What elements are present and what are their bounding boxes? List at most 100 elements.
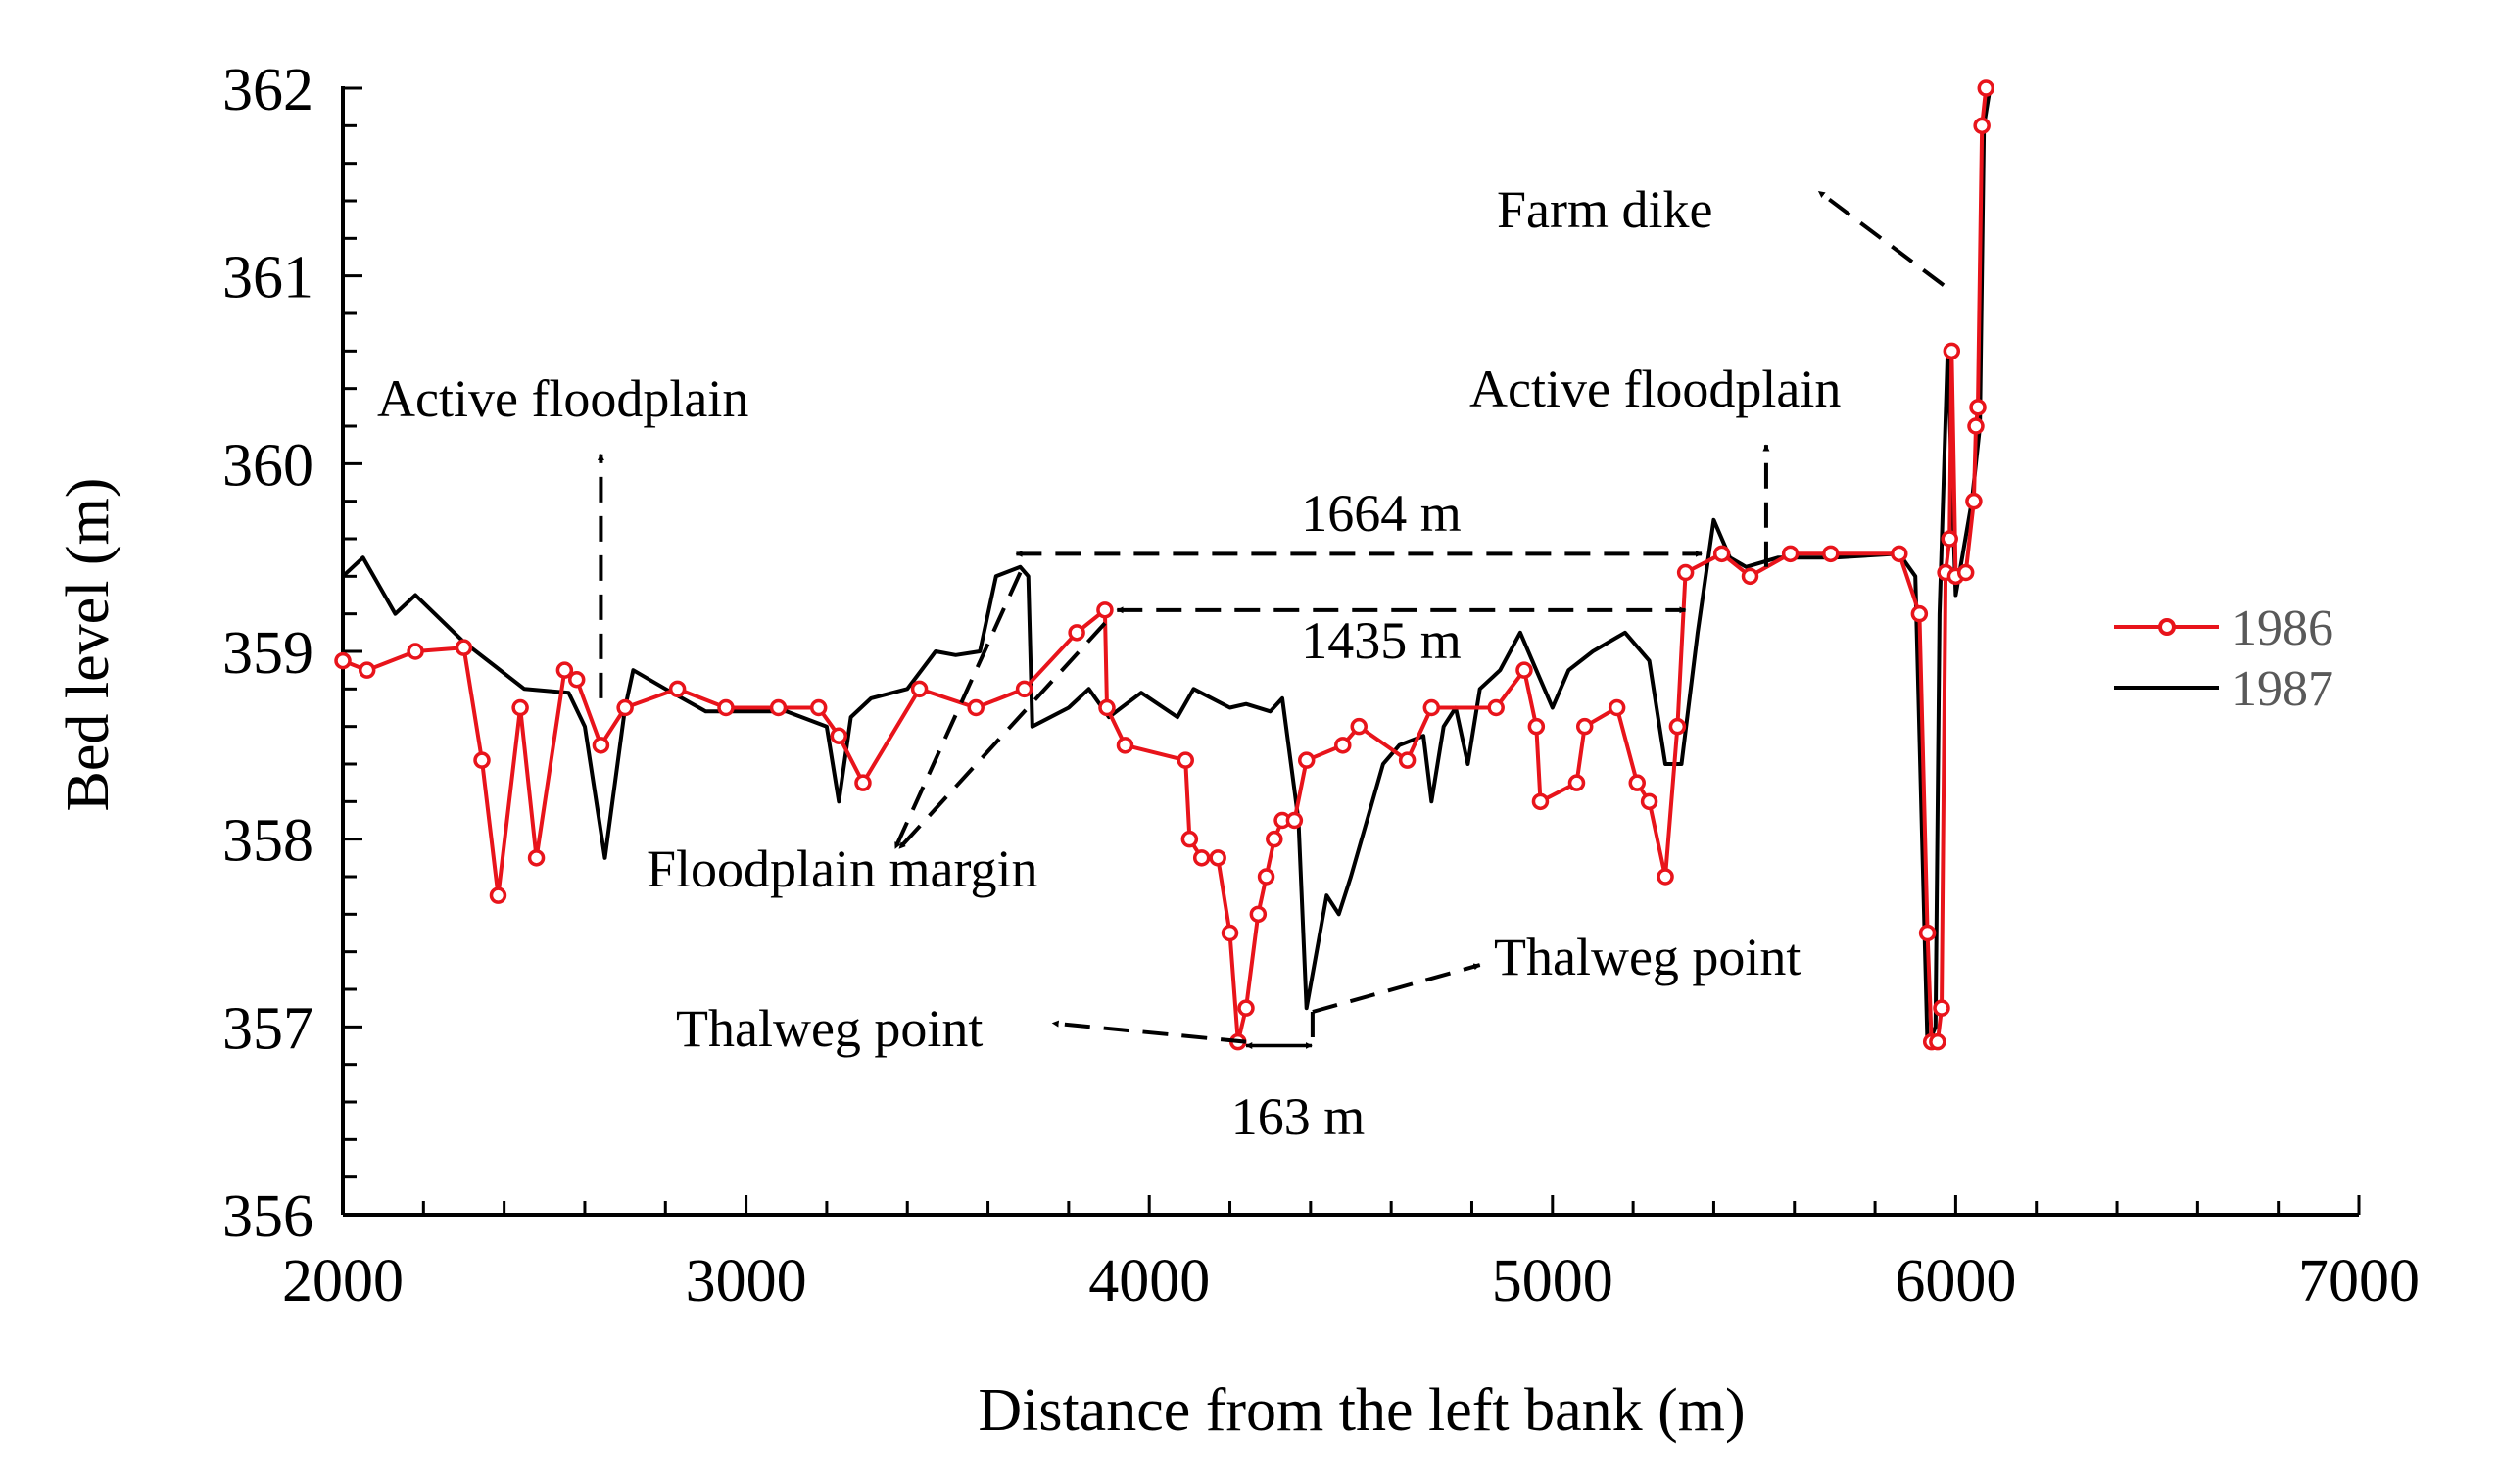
data-point-1986: [1575, 717, 1594, 736]
data-point-1986: [358, 661, 376, 679]
data-point-1986: [1096, 601, 1114, 619]
data-point-1986: [1933, 999, 1950, 1017]
farm-dike-arrow: [1817, 189, 1946, 287]
series-line-1987: [341, 87, 1993, 1048]
data-point-1986: [1192, 849, 1211, 867]
data-point-1986: [1640, 792, 1658, 811]
data-point-1986: [511, 698, 529, 717]
data-point-1986: [455, 639, 473, 656]
data-point-1986: [1943, 342, 1961, 360]
annotation-thalweg-left: Thalweg point: [676, 999, 983, 1058]
data-point-1986: [1822, 545, 1840, 563]
data-point-1986: [1712, 545, 1731, 563]
data-point-1986: [1487, 698, 1505, 717]
y-tick-label: 360: [222, 432, 313, 499]
data-point-1986: [717, 698, 735, 717]
data-point-1986: [1116, 737, 1134, 754]
x-ticks: 2000 3000 4000 5000 6000 7000: [282, 1195, 2420, 1315]
data-point-1986: [1781, 545, 1800, 563]
data-point-1986: [1527, 717, 1546, 736]
data-point-1986: [1015, 680, 1033, 698]
data-point-1986: [1180, 830, 1199, 848]
data-point-1986: [592, 737, 610, 754]
data-point-1986: [527, 849, 546, 867]
annotation-farm-dike: Farm dike: [1497, 180, 1712, 239]
data-point-1986: [1918, 924, 1937, 942]
floodplain-margin-arrow-2: [897, 621, 1107, 850]
thalweg-arrow-right: [1312, 963, 1481, 1014]
y-tick-label: 362: [222, 57, 313, 123]
data-point-1986: [1398, 751, 1417, 769]
data-point-1986: [1221, 924, 1239, 942]
data-point-1986: [769, 698, 788, 717]
x-tick-label: 5000: [1492, 1248, 1613, 1315]
y-axis-title: Bed level (m): [55, 478, 121, 812]
data-point-1986: [1422, 698, 1441, 717]
data-point-1986: [1266, 830, 1283, 848]
axes: 2000 3000 4000 5000 6000 7000 356 357 358 359 360…: [222, 57, 2420, 1315]
annotation-163m: 163 m: [1231, 1087, 1366, 1146]
y-tick-label: 358: [222, 808, 313, 875]
data-point-1986: [809, 698, 828, 717]
legend-label-1987: 1987: [2232, 661, 2333, 717]
data-point-1986: [830, 727, 848, 744]
legend-marker-1986: [2158, 618, 2176, 636]
data-point-1986: [1676, 563, 1695, 582]
series-layer: [334, 79, 1995, 1051]
data-point-1986: [1929, 1032, 1946, 1051]
data-point-1986: [473, 751, 491, 769]
data-point-1986: [1098, 698, 1116, 717]
thalweg-arrow-left: [1051, 1020, 1247, 1044]
x-tick-label: 6000: [1895, 1248, 2016, 1315]
x-axis-title: Distance from the left bank (m): [978, 1377, 1745, 1444]
y-tick-label: 357: [222, 995, 313, 1062]
data-point-1986: [1941, 530, 1958, 548]
legend-label-1986: 1986: [2232, 600, 2333, 656]
data-point-1986: [1668, 717, 1687, 736]
data-point-1986: [668, 680, 687, 698]
annotation-1664m: 1664 m: [1301, 484, 1462, 543]
y-tick-label: 361: [222, 245, 313, 311]
data-point-1986: [1350, 717, 1368, 736]
data-point-1986: [1891, 545, 1908, 563]
series-line-1986: [342, 87, 1989, 1044]
data-point-1986: [1910, 604, 1929, 623]
data-point-1986: [910, 680, 929, 698]
annotation-active-floodplain-left: Active floodplain: [377, 369, 748, 428]
data-point-1986: [1967, 417, 1985, 435]
data-point-1986: [567, 671, 586, 689]
data-point-1986: [1334, 737, 1352, 754]
data-point-1986: [489, 886, 507, 904]
data-point-1986: [1285, 811, 1304, 830]
annotation-active-floodplain-right: Active floodplain: [1469, 359, 1841, 418]
data-point-1986: [616, 698, 634, 717]
data-point-1986: [1249, 905, 1268, 924]
annotation-1435m: 1435 m: [1301, 611, 1462, 670]
y-ticks: 356 357 358 359 360 361 362: [222, 57, 362, 1250]
annotation-layer: Active floodplain Active floodplain Farm d…: [377, 180, 1946, 1146]
data-point-1986: [407, 643, 424, 660]
data-point-1986: [1969, 399, 1987, 416]
data-point-1986: [555, 661, 574, 679]
data-point-1986: [1209, 849, 1226, 867]
legend: 1986 1987: [2114, 600, 2333, 717]
data-point-1986: [1531, 792, 1550, 811]
annotation-thalweg-right: Thalweg point: [1494, 928, 1801, 986]
data-point-1986: [854, 774, 872, 791]
data-point-1986: [1657, 868, 1674, 886]
x-tick-label: 7000: [2298, 1248, 2420, 1315]
data-point-1986: [1297, 751, 1316, 769]
data-point-1986: [1237, 999, 1255, 1017]
data-point-1986: [1257, 868, 1275, 886]
data-point-1986: [1973, 117, 1991, 135]
data-point-1986: [1068, 624, 1085, 642]
data-point-1986: [1628, 774, 1646, 791]
data-point-1986: [1515, 661, 1533, 679]
data-point-1986: [1177, 751, 1194, 769]
data-point-1986: [334, 651, 352, 670]
data-point-1986: [1965, 492, 1983, 510]
data-point-1986: [1567, 774, 1586, 791]
y-tick-label: 356: [222, 1183, 313, 1250]
x-tick-label: 2000: [282, 1248, 404, 1315]
